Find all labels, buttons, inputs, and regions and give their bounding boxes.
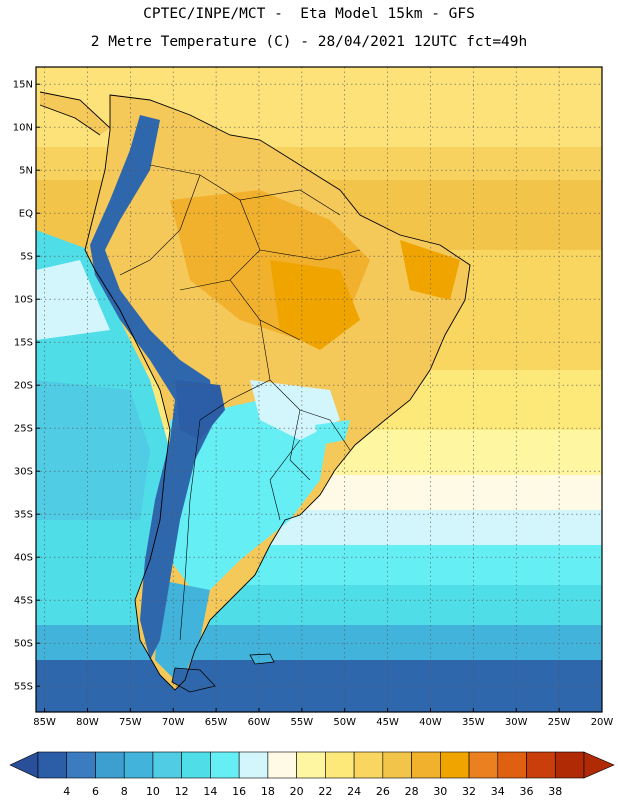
patagonia-cold: [155, 580, 210, 685]
lon-label: 25W: [548, 717, 571, 728]
colorbar-label: 28: [405, 785, 419, 798]
colorbar-swatch: [152, 751, 182, 779]
lat-label: 5N: [19, 166, 33, 177]
ocean-band-6: [36, 660, 602, 712]
colorbar-swatch: [123, 751, 154, 779]
pampa-cool-zone: [170, 400, 330, 600]
lat-label: 30S: [14, 467, 33, 478]
lon-label: 30W: [505, 717, 528, 728]
ocean-band-12: [36, 625, 602, 660]
colorbar-swatch: [210, 751, 240, 779]
colorbar-swatch: [353, 751, 384, 779]
colorbar-swatch: [497, 751, 527, 779]
colorbar-label: 12: [175, 785, 189, 798]
lat-label: 10S: [14, 295, 33, 306]
lat-label: 35S: [14, 510, 33, 521]
lat-label: 10N: [13, 123, 33, 134]
colorbar-swatch: [95, 751, 125, 779]
colorbar-label: 10: [146, 785, 160, 798]
colorbar-label: 26: [376, 785, 390, 798]
colorbar-label: 34: [491, 785, 505, 798]
colorbar-swatch: [181, 751, 211, 779]
island-coasts: [171, 653, 275, 693]
northeast-brazil-hot: [400, 240, 460, 300]
colorbar-swatch: [238, 751, 269, 779]
lat-label: 5S: [20, 252, 33, 263]
colorbar-swatch: [382, 751, 412, 779]
colorbar-label: 4: [63, 785, 70, 798]
colorbar-arrow-left: [9, 751, 39, 779]
colorbar-swatch: [267, 751, 297, 779]
longitude-labels: 85W 80W 75W 70W 65W 60W 55W 50W 45W 40W 35W 30W 25W 2…: [33, 708, 613, 728]
colorbar-label: 18: [261, 785, 275, 798]
lon-label: 70W: [162, 717, 185, 728]
central-america: [40, 92, 110, 135]
latitude-labels: 15N 10N 5N EQ 5S 10S 15S 20S 25S 30S 35S 40S 45S 50S 5…: [13, 80, 40, 693]
lon-label: 60W: [248, 717, 271, 728]
lat-label: 15S: [14, 338, 33, 349]
central-america-coast: [39, 91, 111, 136]
coastline: [84, 94, 471, 691]
colorbar-swatch: [37, 751, 68, 779]
lat-label: 55S: [14, 682, 33, 693]
colorbar-label: 20: [290, 785, 304, 798]
colorbar-label: 22: [318, 785, 332, 798]
lat-label: 50S: [14, 639, 33, 650]
lat-label: 45S: [14, 596, 33, 607]
colorbar-label: 32: [462, 785, 476, 798]
colorbar-swatch: [411, 751, 441, 779]
lon-label: 45W: [376, 717, 399, 728]
lat-label: 15N: [13, 80, 33, 91]
colorbar-label: 8: [121, 785, 128, 798]
lon-label: 40W: [419, 717, 442, 728]
lat-label: 25S: [14, 424, 33, 435]
lon-label: 50W: [333, 717, 356, 728]
lon-label: 35W: [462, 717, 485, 728]
falkland-islands: [250, 654, 274, 664]
lon-label: 85W: [33, 717, 56, 728]
colorbar-swatch: [440, 751, 470, 779]
altiplano-cold: [175, 380, 225, 440]
lat-label: EQ: [19, 209, 33, 220]
colorbar-arrow-right: [583, 751, 615, 779]
title-line-2: 2 Metre Temperature (C) - 28/04/2021 12U…: [90, 34, 528, 50]
colorbar-label: 38: [548, 785, 562, 798]
lon-label: 55W: [291, 717, 314, 728]
colorbar-swatch: [526, 751, 556, 779]
colorbar-label: 14: [203, 785, 217, 798]
colorbar-label: 24: [347, 785, 361, 798]
colorbar-label: 36: [520, 785, 534, 798]
tierra-del-fuego: [172, 668, 215, 692]
lon-label: 20W: [591, 717, 614, 728]
colorbar-label: 30: [433, 785, 447, 798]
pacific-mild: [36, 260, 110, 340]
colorbar-swatch: [468, 751, 499, 779]
colorbar-swatch: [66, 751, 96, 779]
map-frame: [35, 66, 603, 713]
colorbar-swatch: [554, 751, 585, 779]
title-line-1: CPTEC/INPE/MCT - Eta Model 15km - GFS: [143, 6, 475, 22]
colorbar-swatch: [296, 751, 326, 779]
colorbar-swatch: [325, 751, 355, 779]
central-brazil-hot: [270, 260, 360, 350]
lat-label: 20S: [14, 381, 33, 392]
lon-label: 80W: [76, 717, 99, 728]
lon-label: 65W: [205, 717, 228, 728]
se-brazil-cool: [315, 420, 350, 445]
colorbar-label: 16: [232, 785, 246, 798]
pacific-cool-core: [36, 380, 150, 520]
colorbar: 4 6 8 10 12 14 16 18 20 22 24 26 28 30 32 34 36 38: [9, 751, 615, 798]
lon-label: 75W: [119, 717, 142, 728]
lat-label: 40S: [14, 553, 33, 564]
colorbar-label: 6: [92, 785, 99, 798]
country-borders: [119, 164, 361, 641]
map-field: [36, 67, 602, 712]
